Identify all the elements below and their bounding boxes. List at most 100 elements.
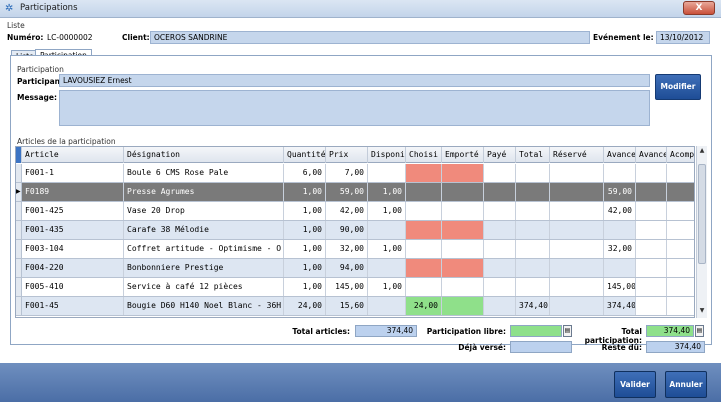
cell-emporte[interactable] — [442, 183, 484, 201]
table-row[interactable]: ▶ F0189 Presse Agrumes 1,00 59,00 1,00 59,00 — [16, 183, 694, 202]
column-header-designation[interactable]: Désignation — [124, 147, 284, 163]
cell-acompte[interactable] — [667, 221, 694, 239]
total-participation-calculator-icon[interactable]: ▤ — [695, 325, 704, 337]
cell-prix[interactable]: 90,00 — [326, 221, 368, 239]
table-row[interactable]: F001-45 Bougie D60 H140 Noel Blanc - 36H 2… — [16, 297, 694, 316]
cell-reserve[interactable] — [550, 183, 604, 201]
cell-quantite[interactable]: 24,00 — [284, 297, 326, 315]
cell-reserve[interactable] — [550, 297, 604, 315]
cell-choisi[interactable] — [406, 183, 442, 201]
cell-paye[interactable] — [484, 202, 516, 220]
cell-quantite[interactable]: 1,00 — [284, 259, 326, 277]
cell-acompte[interactable] — [667, 164, 694, 182]
row-indicator[interactable] — [16, 164, 22, 182]
cell-acompte[interactable] — [667, 240, 694, 258]
cell-avance-2[interactable] — [636, 278, 667, 296]
row-indicator[interactable] — [16, 202, 22, 220]
cell-disponible[interactable] — [368, 297, 406, 315]
grid-scrollbar[interactable]: ▲ ▼ — [696, 146, 707, 318]
cell-disponible[interactable] — [368, 221, 406, 239]
cell-reserve[interactable] — [550, 278, 604, 296]
participant-field[interactable]: LAVOUSIEZ Ernest — [59, 74, 650, 87]
cell-designation[interactable]: Vase 20 Drop — [124, 202, 284, 220]
cell-choisi[interactable] — [406, 202, 442, 220]
cell-designation[interactable]: Coffret artitude - Optimisme - O — [124, 240, 284, 258]
column-header-paye[interactable]: Payé — [484, 147, 516, 163]
column-header-acompte[interactable]: Acompt — [667, 147, 694, 163]
cell-choisi[interactable] — [406, 278, 442, 296]
cell-acompte[interactable] — [667, 278, 694, 296]
cell-prix[interactable]: 7,00 — [326, 164, 368, 182]
cell-avance[interactable]: 32,00 — [604, 240, 636, 258]
cell-choisi[interactable] — [406, 221, 442, 239]
cell-designation[interactable]: Service à café 12 pièces — [124, 278, 284, 296]
cell-designation[interactable]: Boule 6 CMS Rose Pale — [124, 164, 284, 182]
scroll-up-icon[interactable]: ▲ — [699, 147, 705, 154]
modify-button[interactable]: Modifier — [655, 74, 701, 100]
column-header-emporte[interactable]: Emporté — [442, 147, 484, 163]
cell-total[interactable] — [516, 221, 550, 239]
column-header-reserve[interactable]: Réservé — [550, 147, 604, 163]
column-header-quantite[interactable]: Quantité — [284, 147, 326, 163]
participation-libre-field[interactable] — [510, 325, 562, 337]
cell-choisi[interactable] — [406, 259, 442, 277]
table-row[interactable]: F001-425 Vase 20 Drop 1,00 42,00 1,00 42,00 — [16, 202, 694, 221]
cell-reserve[interactable] — [550, 202, 604, 220]
cell-avance[interactable]: 42,00 — [604, 202, 636, 220]
table-row[interactable]: F005-410 Service à café 12 pièces 1,00 145,… — [16, 278, 694, 297]
cell-emporte[interactable] — [442, 297, 484, 315]
cell-paye[interactable] — [484, 164, 516, 182]
cell-prix[interactable]: 42,00 — [326, 202, 368, 220]
cell-disponible[interactable]: 1,00 — [368, 278, 406, 296]
cell-article[interactable]: F001-435 — [22, 221, 124, 239]
row-indicator[interactable] — [16, 240, 22, 258]
cell-article[interactable]: F001-425 — [22, 202, 124, 220]
cell-avance-2[interactable] — [636, 240, 667, 258]
cell-avance[interactable]: 145,00 — [604, 278, 636, 296]
cell-paye[interactable] — [484, 183, 516, 201]
cell-paye[interactable] — [484, 259, 516, 277]
row-indicator[interactable] — [16, 297, 22, 315]
table-row[interactable]: F001-1 Boule 6 CMS Rose Pale 6,00 7,00 — [16, 164, 694, 183]
cell-emporte[interactable] — [442, 202, 484, 220]
cell-total[interactable] — [516, 259, 550, 277]
cell-disponible[interactable]: 1,00 — [368, 240, 406, 258]
scroll-thumb[interactable] — [698, 164, 706, 264]
cell-avance-2[interactable] — [636, 164, 667, 182]
cell-reserve[interactable] — [550, 240, 604, 258]
cell-avance[interactable]: 59,00 — [604, 183, 636, 201]
table-row[interactable]: F004-220 Bonbonniere Prestige 1,00 94,00 — [16, 259, 694, 278]
close-button[interactable]: X — [683, 1, 715, 15]
cell-total[interactable] — [516, 240, 550, 258]
participation-libre-calculator-icon[interactable]: ▤ — [563, 325, 572, 337]
cell-quantite[interactable]: 6,00 — [284, 164, 326, 182]
column-header-disponible[interactable]: Disponi — [368, 147, 406, 163]
cell-article[interactable]: F0189 — [22, 183, 124, 201]
cell-paye[interactable] — [484, 297, 516, 315]
cell-quantite[interactable]: 1,00 — [284, 202, 326, 220]
cell-quantite[interactable]: 1,00 — [284, 183, 326, 201]
total-participation-field[interactable]: 374,40 — [646, 325, 694, 337]
cell-total[interactable] — [516, 202, 550, 220]
cell-quantite[interactable]: 1,00 — [284, 221, 326, 239]
cell-article[interactable]: F001-45 — [22, 297, 124, 315]
row-indicator[interactable] — [16, 259, 22, 277]
cell-article[interactable]: F005-410 — [22, 278, 124, 296]
cell-total[interactable]: 374,40 — [516, 297, 550, 315]
cell-disponible[interactable] — [368, 164, 406, 182]
cell-article[interactable]: F001-1 — [22, 164, 124, 182]
column-header-choisi[interactable]: Choisi — [406, 147, 442, 163]
cell-prix[interactable]: 145,00 — [326, 278, 368, 296]
column-header-total[interactable]: Total — [516, 147, 550, 163]
cell-avance-2[interactable] — [636, 297, 667, 315]
cell-total[interactable] — [516, 278, 550, 296]
cell-acompte[interactable] — [667, 259, 694, 277]
cell-prix[interactable]: 59,00 — [326, 183, 368, 201]
validate-button[interactable]: Valider — [614, 371, 656, 398]
cell-paye[interactable] — [484, 278, 516, 296]
cell-emporte[interactable] — [442, 278, 484, 296]
cell-avance-2[interactable] — [636, 202, 667, 220]
cell-prix[interactable]: 94,00 — [326, 259, 368, 277]
row-indicator[interactable] — [16, 221, 22, 239]
cell-avance[interactable] — [604, 164, 636, 182]
